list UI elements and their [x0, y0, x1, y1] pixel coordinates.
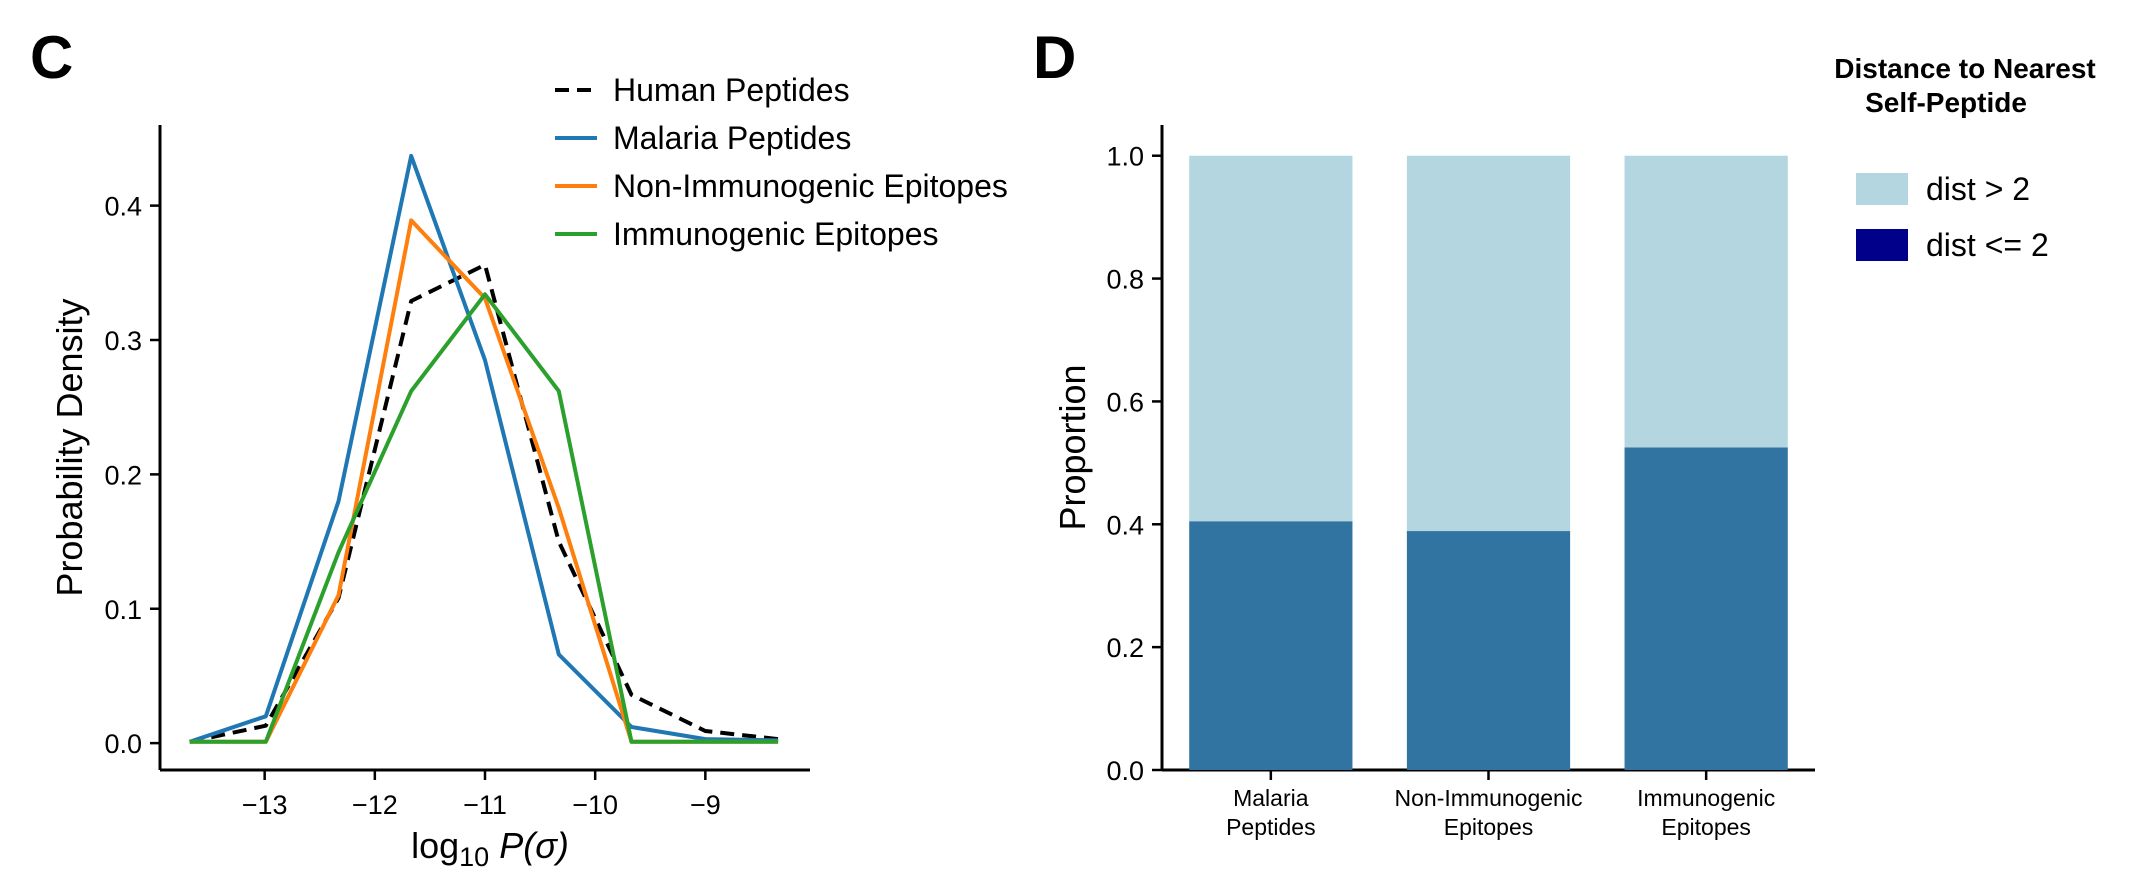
series-line-0: [189, 262, 779, 744]
legend-label-2: Non-Immunogenic Epitopes: [613, 168, 1008, 204]
legend-title-line-2: Self-Peptide: [1865, 87, 2027, 118]
panel-d-label: D: [1033, 24, 1076, 91]
bar-segment-1: [1189, 155, 1353, 522]
x-tick-label: −12: [352, 790, 398, 820]
y-tick-label: 0.0: [1106, 756, 1144, 786]
category-label: Epitopes: [1661, 814, 1751, 840]
y-tick-label: 1.0: [1106, 142, 1144, 172]
bar-segment-1: [1406, 155, 1571, 532]
y-tick-label: 0.6: [1106, 387, 1144, 417]
category-label: Immunogenic: [1637, 785, 1775, 811]
x-tick-label: −13: [242, 790, 288, 820]
y-tick-label: 0.2: [104, 460, 142, 490]
bar-segment-0: [1406, 531, 1571, 770]
bar-segment-0: [1189, 521, 1353, 770]
category-label: Malaria: [1233, 785, 1309, 811]
legend-label-0: Human Peptides: [613, 72, 850, 108]
legend-label-1: Malaria Peptides: [613, 120, 851, 156]
y-tick-label: 0.1: [104, 595, 142, 625]
y-tick-label: 0.8: [1106, 265, 1144, 295]
density-line-chart: 0.0 0.1 0.2 0.3 0.4 −13 −12 −11 −10 −9 Probability…: [49, 72, 1008, 872]
bar-segment-0: [1624, 447, 1788, 770]
legend-label-0: dist > 2: [1926, 171, 2030, 207]
legend-title-line-1: Distance to Nearest: [1834, 53, 2095, 84]
x-axis-title-tail: P(σ): [489, 825, 569, 866]
y-tick-label: 0.2: [1106, 633, 1144, 663]
category-label: Peptides: [1226, 814, 1316, 840]
legend-swatch-0: [1856, 173, 1908, 205]
category-label: Non-Immunogenic: [1395, 785, 1583, 811]
legend-swatch-1: [1856, 229, 1908, 261]
y-tick-label: 0.4: [1106, 510, 1144, 540]
legend-label-1: dist <= 2: [1926, 227, 2049, 263]
panel-c-label: C: [30, 24, 73, 91]
x-tick-label: −10: [572, 790, 618, 820]
x-axis-title: log10 P(σ): [411, 825, 569, 872]
y-tick-label: 0.0: [104, 729, 142, 759]
x-tick-label: −11: [463, 790, 507, 820]
stacked-bar-chart: 0.0 0.2 0.4 0.6 0.8 1.0 Malaria Peptides Non-Imm…: [1052, 53, 2096, 840]
x-axis-title-sub: 10: [459, 842, 489, 872]
y-axis-title: Proportion: [1052, 364, 1093, 530]
legend-label-3: Immunogenic Epitopes: [613, 216, 939, 252]
bar-segment-1: [1624, 155, 1788, 448]
y-tick-label: 0.3: [104, 326, 142, 356]
x-tick-label: −9: [690, 790, 721, 820]
category-label: Epitopes: [1444, 814, 1534, 840]
y-tick-label: 0.4: [104, 192, 142, 222]
y-axis-title: Probability Density: [49, 298, 90, 596]
x-axis-title-main: log: [411, 825, 459, 866]
